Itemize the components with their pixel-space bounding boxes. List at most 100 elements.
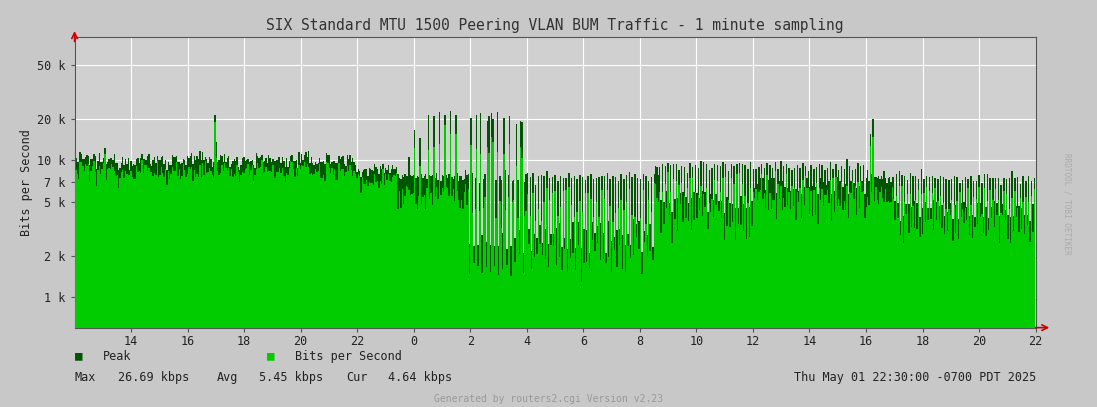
Bar <box>312 175 314 328</box>
Bar <box>607 173 608 328</box>
Bar <box>773 178 774 328</box>
Bar <box>604 199 606 328</box>
Bar <box>547 244 548 328</box>
Bar <box>429 175 430 328</box>
Bar <box>940 177 941 328</box>
Bar <box>241 158 244 328</box>
Bar <box>669 215 670 328</box>
Bar <box>644 242 645 328</box>
Bar <box>135 179 136 328</box>
Bar <box>590 199 591 328</box>
Bar <box>935 188 936 328</box>
Bar <box>407 187 408 328</box>
Bar <box>756 188 757 328</box>
Bar <box>290 155 292 328</box>
Bar <box>124 177 125 328</box>
Bar <box>287 166 289 328</box>
Bar <box>419 138 421 328</box>
Bar <box>534 257 535 328</box>
Bar <box>1005 210 1006 328</box>
Bar <box>229 166 230 328</box>
Bar <box>326 162 327 328</box>
Bar <box>407 176 408 328</box>
Bar <box>201 160 202 328</box>
Bar <box>877 200 878 328</box>
Bar <box>297 176 298 328</box>
Bar <box>580 282 581 328</box>
Bar <box>151 172 152 328</box>
Bar <box>506 249 508 328</box>
Bar <box>303 166 304 328</box>
Bar <box>422 197 423 328</box>
Bar <box>509 144 510 328</box>
Bar <box>370 169 371 328</box>
Bar <box>661 192 664 328</box>
Bar <box>249 162 250 328</box>
Bar <box>619 245 621 328</box>
Bar <box>867 197 869 328</box>
Bar <box>525 175 527 328</box>
Bar <box>979 175 980 328</box>
Bar <box>897 203 898 328</box>
Bar <box>101 169 103 328</box>
Bar <box>248 164 249 328</box>
Bar <box>523 273 524 328</box>
Bar <box>456 191 459 328</box>
Bar <box>743 231 745 328</box>
Bar <box>546 171 547 328</box>
Bar <box>981 183 983 328</box>
Bar <box>897 218 898 328</box>
Bar <box>585 180 586 328</box>
Bar <box>593 217 595 328</box>
Bar <box>838 199 839 328</box>
Bar <box>902 175 903 328</box>
Bar <box>872 137 874 328</box>
Bar <box>529 230 530 328</box>
Bar <box>239 182 240 328</box>
Bar <box>115 176 116 328</box>
Bar <box>754 188 756 328</box>
Bar <box>623 179 624 328</box>
Bar <box>423 176 425 328</box>
Bar <box>637 178 638 328</box>
Bar <box>643 190 644 328</box>
Bar <box>726 226 728 328</box>
Bar <box>476 115 477 328</box>
Bar <box>850 193 851 328</box>
Bar <box>126 174 127 328</box>
Bar <box>747 203 748 328</box>
Bar <box>105 180 106 328</box>
Bar <box>732 204 734 328</box>
Bar <box>100 162 101 328</box>
Bar <box>216 158 217 328</box>
Bar <box>792 189 794 328</box>
Bar <box>422 178 423 328</box>
Bar <box>589 253 590 328</box>
Bar <box>715 205 716 328</box>
Bar <box>687 173 688 328</box>
Bar <box>632 177 633 328</box>
Bar <box>425 174 427 328</box>
Bar <box>79 162 81 328</box>
Bar <box>261 160 262 328</box>
Bar <box>514 262 516 328</box>
Bar <box>903 243 904 328</box>
Bar <box>756 169 757 328</box>
Bar <box>430 176 432 328</box>
Bar <box>1010 217 1011 328</box>
Bar <box>751 226 753 328</box>
Bar <box>758 192 759 328</box>
Bar <box>531 269 532 328</box>
Bar <box>600 260 601 328</box>
Bar <box>919 237 920 328</box>
Bar <box>162 156 163 328</box>
Bar <box>634 217 635 328</box>
Bar <box>459 181 460 328</box>
Bar <box>1020 184 1021 328</box>
Bar <box>405 174 406 328</box>
Bar <box>143 173 144 328</box>
Bar <box>331 162 332 328</box>
Bar <box>708 212 709 328</box>
Bar <box>73 172 76 328</box>
Bar <box>279 168 281 328</box>
